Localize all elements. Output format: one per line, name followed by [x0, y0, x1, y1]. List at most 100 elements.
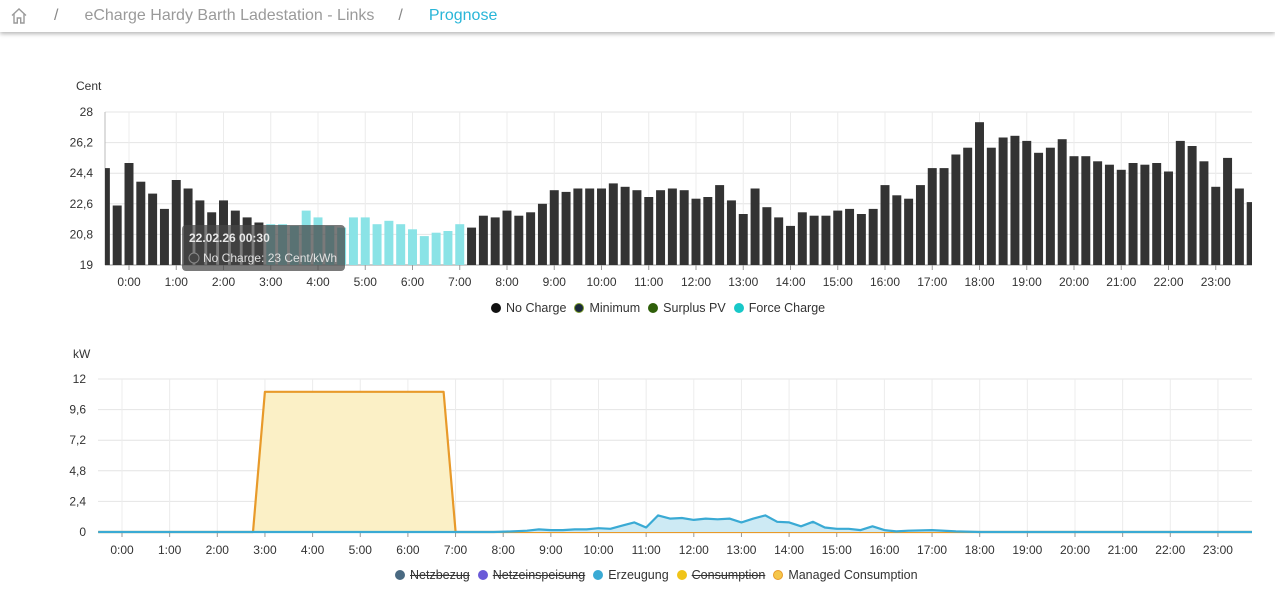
power-x-tick-label: 22:00	[1155, 543, 1185, 557]
price-x-tick-label: 16:00	[870, 275, 900, 289]
power-x-tick-label: 15:00	[822, 543, 852, 557]
home-icon[interactable]	[10, 7, 28, 25]
power-legend-item-netzeinspeisung[interactable]: Netzeinspeisung	[477, 568, 586, 582]
price-bar	[537, 203, 547, 265]
price-legend-item-no-charge[interactable]: No Charge	[491, 301, 566, 315]
price-bar	[1045, 147, 1055, 265]
price-x-tick-label: 11:00	[634, 275, 663, 289]
legend-marker	[574, 303, 585, 313]
power-y-tick-label: 9,6	[69, 403, 86, 417]
power-y-tick-label: 2,4	[69, 494, 86, 508]
price-x-tick-label: 13:00	[728, 275, 758, 289]
price-bar	[148, 193, 158, 265]
price-x-tick-label: 17:00	[917, 275, 947, 289]
price-bar	[892, 195, 902, 265]
price-bar	[431, 232, 441, 265]
price-x-tick-label: 22:00	[1153, 275, 1183, 289]
managed-consumption-area	[98, 391, 1253, 532]
price-bar	[939, 168, 949, 265]
price-bar	[455, 224, 465, 265]
legend-marker	[648, 303, 659, 313]
legend-marker	[733, 303, 744, 313]
power-legend-item-consumption[interactable]: Consumption	[676, 568, 765, 582]
price-bar	[384, 220, 394, 265]
price-bar	[963, 147, 973, 265]
price-bar	[880, 185, 890, 265]
legend-label: Erzeugung	[608, 568, 669, 582]
power-x-tick-label: 1:00	[158, 543, 182, 557]
legend-label: Managed Consumption	[788, 568, 918, 582]
price-bar	[561, 191, 571, 265]
price-bar	[1057, 139, 1067, 265]
power-x-tick-label: 14:00	[774, 543, 804, 557]
breadcrumb: / eCharge Hardy Barth Ladestation - Link…	[10, 5, 497, 27]
price-bar	[1140, 164, 1150, 265]
price-legend-item-surplus-pv[interactable]: Surplus PV	[648, 301, 726, 315]
power-legend-item-netzbezug[interactable]: Netzbezug	[395, 568, 470, 582]
power-x-tick-label: 3:00	[253, 543, 277, 557]
price-bar	[868, 208, 878, 265]
price-bar	[998, 137, 1008, 265]
price-bar	[715, 185, 725, 265]
power-x-tick-label: 4:00	[301, 543, 325, 557]
tooltip-series-dot	[188, 252, 200, 264]
price-bar	[904, 198, 914, 265]
price-bar	[467, 227, 477, 265]
power-x-tick-label: 12:00	[679, 543, 709, 557]
legend-label: Netzeinspeisung	[492, 568, 586, 582]
price-bar	[408, 229, 417, 265]
price-bar	[1152, 163, 1162, 265]
price-bar	[1211, 186, 1221, 265]
price-bar	[502, 210, 512, 265]
legend-label: Surplus PV	[663, 301, 726, 315]
price-x-tick-label: 20:00	[1059, 275, 1089, 289]
price-bar	[620, 186, 630, 265]
legend-marker	[593, 570, 604, 580]
price-legend-item-force-charge[interactable]: Force Charge	[733, 301, 826, 315]
price-x-tick-label: 7:00	[448, 275, 472, 289]
price-bar	[750, 188, 760, 265]
price-bar	[514, 215, 524, 265]
price-x-tick-label: 9:00	[543, 275, 567, 289]
power-chart: kW 0 2,4 4,8 7,2 9,6 12 0:00 1:00 2:00 3:00 4:00 5:0…	[69, 347, 1253, 557]
price-bar	[821, 215, 831, 265]
price-x-tick-label: 19:00	[1012, 275, 1042, 289]
price-legend-item-minimum[interactable]: Minimum	[574, 301, 640, 315]
price-bar	[691, 198, 701, 265]
legend-label: No Charge	[506, 301, 567, 315]
power-x-tick-label: 9:00	[539, 543, 563, 557]
price-y-tick-label: 28	[80, 105, 94, 119]
price-bar	[112, 205, 122, 265]
power-x-tick-label: 19:00	[1012, 543, 1042, 557]
price-x-tick-label: 10:00	[586, 275, 616, 289]
breadcrumb-device[interactable]: eCharge Hardy Barth Ladestation - Links	[84, 7, 375, 24]
price-y-tick-label: 19	[80, 258, 94, 272]
price-bar	[786, 225, 795, 265]
price-bar	[856, 214, 866, 265]
price-bar	[797, 212, 807, 265]
power-x-tick-label: 21:00	[1108, 543, 1138, 557]
legend-label: Force Charge	[748, 301, 826, 315]
price-bar	[1069, 156, 1079, 265]
price-x-tick-label: 6:00	[401, 275, 425, 289]
price-bar	[986, 147, 996, 265]
tooltip-box	[182, 225, 345, 271]
legend-label: Netzbezug	[410, 568, 470, 582]
power-legend-item-erzeugung[interactable]: Erzeugung	[593, 568, 669, 582]
price-bar	[833, 210, 843, 265]
price-y-tick-label: 26,2	[70, 136, 94, 150]
price-bar	[1128, 163, 1138, 265]
power-legend-item-managed-consumption[interactable]: Managed Consumption	[773, 568, 918, 582]
price-x-tick-label: 5:00	[354, 275, 378, 289]
price-bar	[632, 190, 642, 265]
erzeugung-line	[98, 514, 1252, 534]
price-bar	[360, 217, 370, 265]
price-bar	[644, 197, 654, 265]
power-y-tick-label: 7,2	[69, 433, 86, 447]
power-y-tick-label: 4,8	[69, 464, 86, 478]
breadcrumb-separator: /	[398, 7, 403, 24]
price-bar	[809, 215, 819, 265]
price-bar	[667, 188, 677, 265]
price-bar	[679, 190, 689, 265]
price-bar	[1116, 169, 1126, 265]
